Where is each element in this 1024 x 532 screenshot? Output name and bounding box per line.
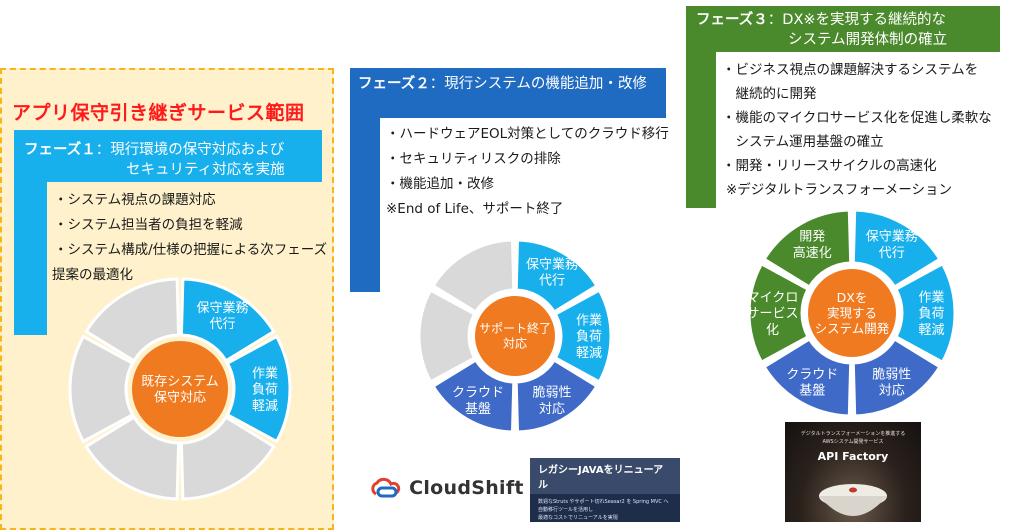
phase1-heading-line2: セキュリティ対応を実施 (126, 162, 285, 178)
phase1-bullets: ・システム視点の課題対応 ・システム担当者の負担を軽減 ・システム構成/仕様の把… (52, 188, 328, 288)
phase3-wheel-segment (893, 261, 957, 365)
phase1-label: フェーズ１ (24, 142, 96, 158)
list-item: ・ビジネス視点の課題解決するシステムを (722, 62, 979, 78)
phase3-wheel-segment-label: 保守業務代行 (866, 229, 918, 261)
list-item: 継続的に開発 (722, 86, 817, 102)
api-banner-title: API Factory (817, 450, 889, 463)
phase2-wheel-segment (417, 288, 477, 384)
cloudshift-logo: CloudShift (368, 476, 524, 500)
phase1-wheel-segment (179, 277, 276, 363)
phase3-wheel-segment (747, 261, 811, 365)
phase1-frame (14, 130, 322, 335)
list-item: システム運用基盤の確立 (722, 134, 884, 150)
phase2-label: フェーズ２ (358, 76, 430, 92)
legacy-banner-line: 最適なコストでリニューアルを実現 (538, 515, 618, 521)
api-banner-line: デジタルトランスフォーメーションを推進する (800, 431, 906, 437)
phase1-heading-line1: ：現行環境の保守対応および (95, 142, 285, 158)
rice-bowl-image (819, 484, 887, 516)
list-item: ・システム構成/仕様の把握による次フェーズ (54, 242, 328, 258)
legacy-banner-title: レガシーJAVAをリニューアル (530, 458, 680, 494)
phase2-wheel-segment-label: 作業負荷軽減 (576, 312, 602, 361)
phase2-heading: フェーズ２：現行システムの機能追加・改修 (358, 74, 647, 94)
list-item: ・機能追加・改修 (386, 176, 494, 192)
list-item: 提案の最適化 (52, 267, 133, 283)
phase2-wheel-center (475, 296, 555, 376)
list-item: ※デジタルトランスフォーメーション (726, 182, 952, 198)
phase3-wheel-segment-label: クラウド基盤 (786, 367, 838, 398)
phase2-wheel-center-label: サポート終了対応 (479, 321, 551, 351)
phase3-wheel-segment (762, 337, 853, 418)
phase1-wheel-segment (179, 415, 276, 501)
list-item: ・開発・リリースサイクルの高速化 (722, 158, 937, 174)
phase2-bullets: ・ハードウェアEOL対策としてのクラウド移行 ・セキュリティリスクの排除 ・機能… (386, 122, 669, 222)
phase3-bullets: ・ビジネス視点の課題解決するシステムを 継続的に開発 ・機能のマイクロサービス化… (722, 58, 992, 202)
phase3-wheel-segment-label: 脆弱性対応 (872, 366, 911, 398)
phase1-wheel-segment-label: 作業負荷軽減 (252, 365, 278, 414)
scope-title: アプリ保守引き継ぎサービス範囲 (12, 102, 305, 124)
legacy-banner-line: 数週なStruts やサポート切れSeasar2 を Spring MVC へ (538, 499, 669, 505)
phase3-heading: フェーズ３：DX※を実現する継続的な システム開発体制の確立 (696, 10, 947, 50)
list-item: ※End of Life、サポート終了 (386, 201, 564, 217)
phase2-wheel-segment (431, 238, 516, 315)
phase3-heading-line1: ：DX※を実現する継続的な (767, 12, 947, 28)
legacy-banner-line: 自動移行ツールを活用し (538, 507, 594, 513)
phase3-heading-line2: システム開発体制の確立 (788, 32, 948, 48)
phase3-wheel-segment-label: マイクロサービス化 (746, 290, 798, 338)
phase2-wheel-segment (431, 357, 516, 434)
phase2-heading-text: ：現行システムの機能追加・改修 (429, 76, 647, 92)
phase2-frame (350, 68, 666, 292)
phase1-wheel-segment (84, 277, 181, 363)
phase3-wheel-center-label: DXを実現するシステム開発 (815, 290, 890, 336)
phase2-wheel-segment (553, 288, 613, 384)
phase3-wheel-segment (851, 208, 942, 289)
phase2-wheel-segment-label: クラウド基盤 (452, 386, 504, 417)
phase3-wheel-segment (762, 208, 853, 289)
list-item: ・機能のマイクロサービス化を促進し柔軟な (722, 110, 992, 126)
phase2-wheel-segment-label: 脆弱性対応 (532, 385, 571, 417)
phase3-label: フェーズ３ (696, 12, 768, 28)
cloudshift-wordmark: CloudShift (409, 477, 524, 499)
phase1-heading: フェーズ１：現行環境の保守対応および セキュリティ対応を実施 (24, 140, 285, 180)
legacy-banner-text: 数週なStruts やサポート切れSeasar2 を Spring MVC へ … (530, 494, 680, 522)
phase1-wheel-center (132, 341, 228, 437)
list-item: ・システム担当者の負担を軽減 (54, 217, 243, 233)
phase2-wheel-segment (514, 357, 599, 434)
phase2-wheel-segment (514, 238, 599, 315)
phase1-wheel-segment (225, 334, 292, 444)
phase3-frame (686, 6, 1000, 208)
phase1-wheel-center-label: 既存システム保守対応 (141, 374, 219, 405)
cloud-icon (371, 477, 401, 498)
api-banner-line: AWSシステム開発サービス (822, 439, 884, 445)
legacy-java-banner[interactable]: レガシーJAVAをリニューアル 数週なStruts やサポート切れSeasar2… (530, 458, 680, 522)
phase2-wheel-segment-label: 保守業務代行 (526, 256, 578, 288)
phase3-wheel-center (808, 269, 896, 357)
phase1-wheel-segment (84, 415, 181, 501)
phase1-wheel-segment (68, 334, 135, 444)
api-banner-subtitle: デジタルトランスフォーメーションを推進する AWSシステム開発サービス (785, 422, 921, 446)
api-factory-banner[interactable]: デジタルトランスフォーメーションを推進する AWSシステム開発サービス API … (785, 422, 921, 522)
phase1-wheel-segment-label: 保守業務代行 (196, 300, 248, 332)
list-item: ・システム視点の課題対応 (54, 192, 216, 208)
phase3-wheel-segment-label: 作業負荷軽減 (918, 289, 944, 338)
phase3-wheel-segment (851, 337, 942, 418)
list-item: ・セキュリティリスクの排除 (386, 151, 561, 167)
phase3-wheel-segment-label: 開発高速化 (793, 230, 832, 261)
list-item: ・ハードウェアEOL対策としてのクラウド移行 (386, 126, 669, 142)
